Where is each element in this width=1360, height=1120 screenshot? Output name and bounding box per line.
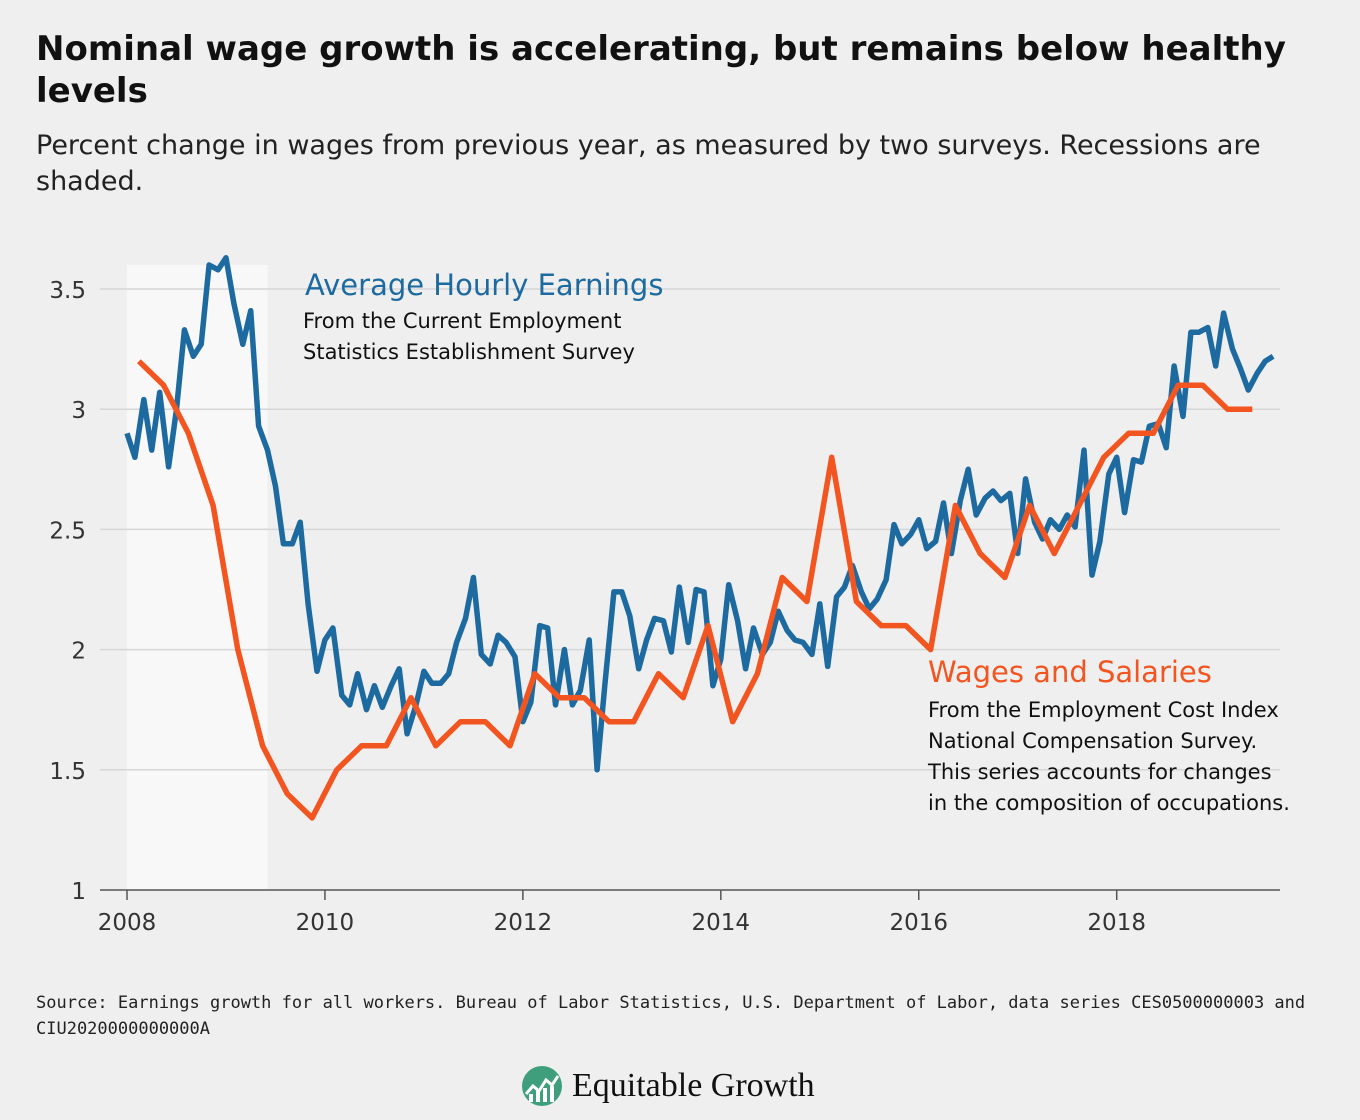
series-name-label: Average Hourly Earnings	[305, 268, 663, 302]
x-tick-label: 2016	[889, 910, 948, 936]
axes: 1 1.5 2 2.5 3 3.5 2008 2010 2012 2014 2016 2018	[49, 278, 1280, 936]
series-note-line: From the Employment Cost Index	[928, 698, 1279, 722]
series-note-line: in the composition of occupations.	[928, 791, 1290, 815]
x-tick-label: 2018	[1087, 910, 1146, 936]
average-hourly-earnings-line	[124, 255, 1275, 773]
x-tick-label: 2014	[692, 910, 751, 936]
y-tick-label: 1.5	[49, 759, 86, 785]
chart-subtitle: Percent change in wages from previous ye…	[36, 130, 1261, 197]
recession-band	[127, 265, 268, 890]
series-lines	[124, 255, 1275, 821]
y-tick-label: 2.5	[49, 518, 86, 544]
y-tick-label: 1	[71, 879, 86, 905]
x-tick-label: 2010	[296, 910, 355, 936]
gridlines	[100, 288, 1280, 771]
growth-logo-icon	[522, 1066, 562, 1106]
wages-and-salaries-line	[136, 359, 1253, 821]
brand-name: Equitable Growth	[572, 1067, 815, 1104]
chart-title: Nominal wage growth is accelerating, but…	[36, 29, 1286, 111]
recession-shading-layer	[127, 265, 268, 890]
line-chart: 1 1.5 2 2.5 3 3.5 2008 2010 2012 2014 2016 2018 Ave…	[49, 255, 1290, 936]
x-tick-label: 2008	[98, 910, 157, 936]
source-note: Source: Earnings growth for all workers.…	[36, 993, 1306, 1039]
x-tick-label: 2012	[494, 910, 553, 936]
y-tick-label: 3.5	[49, 278, 86, 304]
series-note-line: This series accounts for changes	[927, 760, 1272, 784]
series-note-line: From the Current Employment	[303, 309, 621, 333]
series-note-line: National Compensation Survey.	[928, 729, 1257, 753]
y-tick-label: 3	[71, 398, 86, 424]
brand-logo: Equitable Growth	[520, 1058, 815, 1114]
series-annotations: Average Hourly Earnings From the Current …	[303, 268, 1290, 815]
y-tick-label: 2	[71, 639, 86, 665]
series-note-line: Statistics Establishment Survey	[303, 340, 635, 364]
series-name-label: Wages and Salaries	[928, 655, 1212, 689]
